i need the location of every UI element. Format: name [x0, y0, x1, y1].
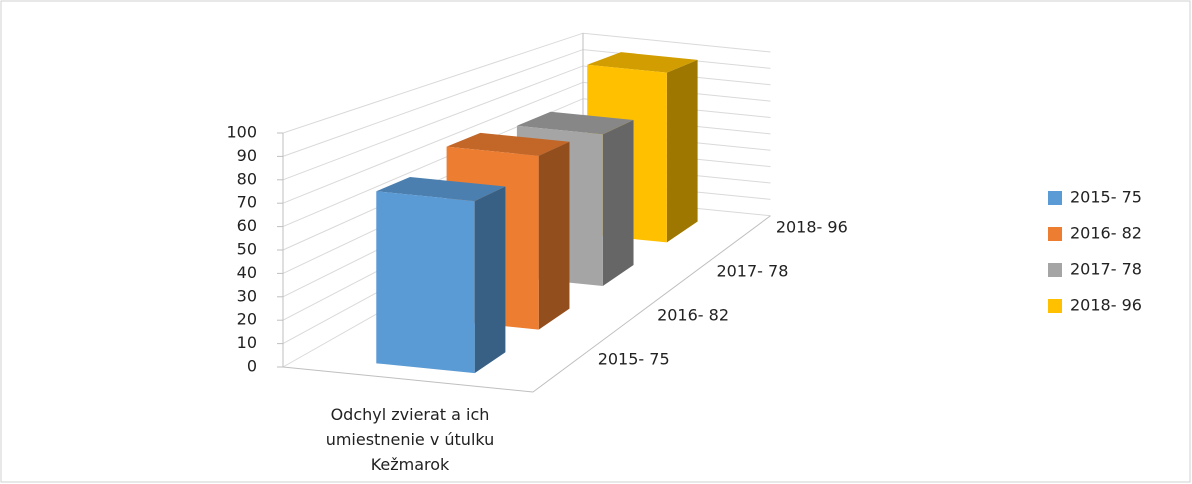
y-tick-label: 40 [237, 263, 257, 282]
legend-label: 2018- 96 [1070, 296, 1142, 315]
category-label: Odchyl zvierat a ich umiestnenie v útulk… [325, 405, 495, 474]
bar-top [516, 111, 634, 135]
depth-tick-label: 2016- 82 [657, 305, 729, 324]
legend-label: 2015- 75 [1070, 188, 1142, 207]
y-tick-label: 60 [237, 216, 257, 235]
bar-top [587, 52, 698, 73]
legend-swatch [1048, 299, 1062, 313]
y-tick-label: 10 [237, 333, 257, 352]
bar [376, 191, 475, 374]
bar-side [474, 186, 506, 374]
y-tick-label: 100 [226, 123, 257, 142]
depth-tick-label: 2015- 75 [598, 349, 670, 368]
bar-side [666, 59, 698, 243]
y-tick-label: 30 [237, 286, 257, 305]
legend-swatch [1048, 227, 1062, 241]
y-tick-label: 80 [237, 169, 257, 188]
depth-tick-label: 2018- 96 [776, 217, 848, 236]
legend-swatch [1048, 263, 1062, 277]
y-tick-label: 90 [237, 146, 257, 165]
bar-side [538, 141, 570, 330]
bar-top [376, 176, 506, 202]
legend-swatch [1048, 191, 1062, 205]
y-tick-label: 0 [247, 357, 257, 376]
legend-label: 2016- 82 [1070, 224, 1142, 243]
bar-top [446, 132, 570, 156]
depth-tick-label: 2017- 78 [716, 261, 788, 280]
y-tick-label: 70 [237, 193, 257, 212]
y-tick-label: 50 [237, 240, 257, 259]
y-tick-label: 20 [237, 310, 257, 329]
axis-line [282, 366, 534, 393]
axis-line [532, 215, 771, 393]
bar-side [602, 120, 634, 286]
legend-label: 2017- 78 [1070, 260, 1142, 279]
